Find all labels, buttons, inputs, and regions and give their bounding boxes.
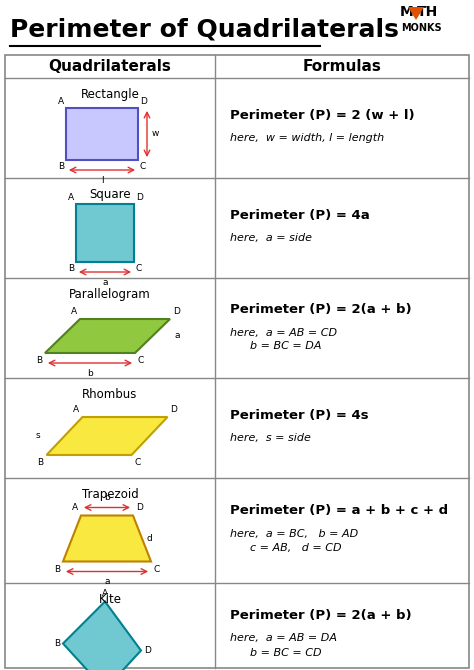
- Text: here,  a = AB = CD: here, a = AB = CD: [230, 328, 337, 338]
- Text: B: B: [37, 458, 44, 467]
- Text: A: A: [72, 503, 78, 513]
- Text: D: D: [171, 405, 177, 414]
- Text: B: B: [58, 162, 64, 171]
- Text: Parallelogram: Parallelogram: [69, 288, 151, 301]
- Text: A: A: [73, 405, 80, 414]
- Text: l: l: [100, 176, 103, 185]
- Polygon shape: [63, 515, 151, 561]
- Text: Formulas: Formulas: [302, 59, 382, 74]
- Text: a: a: [102, 278, 108, 287]
- Bar: [66, 108, 138, 160]
- Text: c = AB,   d = CD: c = AB, d = CD: [250, 543, 342, 553]
- Text: b = BC = DA: b = BC = DA: [250, 341, 321, 351]
- Text: Rectangle: Rectangle: [81, 88, 139, 101]
- Text: Perimeter of Quadrilaterals: Perimeter of Quadrilaterals: [10, 18, 399, 42]
- Text: A: A: [71, 307, 77, 316]
- Text: Rhombus: Rhombus: [82, 388, 137, 401]
- Text: D: D: [136, 193, 143, 202]
- Text: A: A: [58, 97, 64, 106]
- Text: b: b: [104, 494, 110, 502]
- Text: D: D: [140, 97, 147, 106]
- Text: MONKS: MONKS: [401, 23, 442, 33]
- Text: Trapezoid: Trapezoid: [82, 488, 138, 501]
- Text: C: C: [138, 356, 144, 365]
- Text: Perimeter (P) = 4s: Perimeter (P) = 4s: [230, 409, 369, 421]
- Text: Perimeter (P) = a + b + c + d: Perimeter (P) = a + b + c + d: [230, 504, 448, 517]
- Text: C: C: [136, 264, 142, 273]
- Text: Perimeter (P) = 2(a + b): Perimeter (P) = 2(a + b): [230, 304, 411, 316]
- Text: b: b: [87, 369, 93, 378]
- Text: B: B: [54, 565, 60, 574]
- Text: B: B: [68, 264, 74, 273]
- Text: Perimeter (P) = 2(a + b): Perimeter (P) = 2(a + b): [230, 609, 411, 622]
- Text: d: d: [147, 534, 153, 543]
- Bar: [76, 204, 134, 262]
- Text: TH: TH: [417, 5, 438, 19]
- Text: b = BC = CD: b = BC = CD: [250, 647, 322, 657]
- Text: Square: Square: [89, 188, 131, 201]
- Text: Perimeter (P) = 2 (w + l): Perimeter (P) = 2 (w + l): [230, 109, 415, 121]
- Text: B: B: [54, 639, 60, 648]
- Text: A: A: [102, 588, 108, 598]
- Text: B: B: [36, 356, 42, 365]
- Polygon shape: [408, 7, 424, 20]
- Text: a: a: [104, 578, 110, 586]
- Text: M: M: [400, 5, 414, 19]
- Text: here,  a = BC,   b = AD: here, a = BC, b = AD: [230, 529, 358, 539]
- Text: A: A: [68, 193, 74, 202]
- Text: s: s: [36, 431, 40, 440]
- Text: w: w: [152, 129, 159, 139]
- Polygon shape: [63, 602, 141, 670]
- Text: D: D: [173, 307, 180, 316]
- Text: a: a: [175, 332, 181, 340]
- Text: C: C: [154, 565, 160, 574]
- Polygon shape: [45, 319, 170, 353]
- Text: C: C: [140, 162, 146, 171]
- Text: Kite: Kite: [99, 593, 121, 606]
- Text: here,  s = side: here, s = side: [230, 433, 311, 443]
- Text: Perimeter (P) = 4a: Perimeter (P) = 4a: [230, 208, 370, 222]
- Text: C: C: [135, 458, 141, 467]
- Text: here,  a = AB = DA: here, a = AB = DA: [230, 634, 337, 643]
- Text: D: D: [136, 503, 143, 513]
- Text: D: D: [144, 646, 151, 655]
- Text: here,  w = width, l = length: here, w = width, l = length: [230, 133, 384, 143]
- Text: here,  a = side: here, a = side: [230, 233, 312, 243]
- Polygon shape: [46, 417, 167, 455]
- Text: Quadrilaterals: Quadrilaterals: [48, 59, 172, 74]
